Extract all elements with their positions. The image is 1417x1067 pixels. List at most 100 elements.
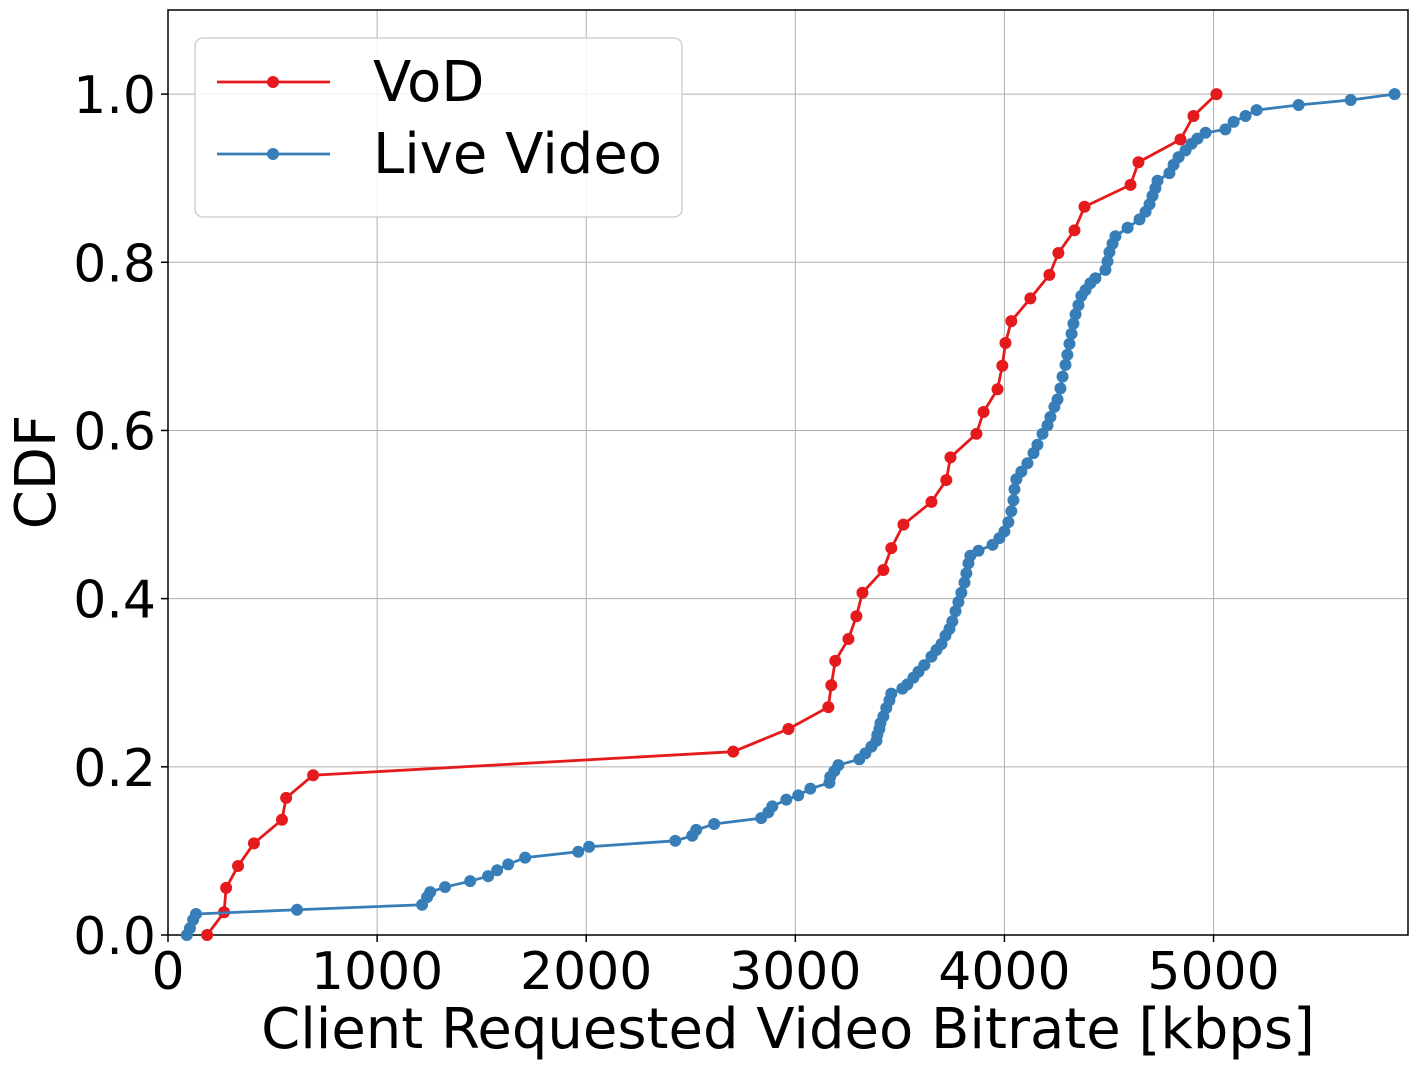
legend-label: VoD <box>373 50 484 115</box>
point <box>1121 221 1134 234</box>
point <box>804 782 817 795</box>
point <box>1344 93 1357 106</box>
point <box>1124 178 1137 191</box>
x-tick-label: 5000 <box>1147 942 1279 1002</box>
point <box>1008 483 1021 496</box>
point <box>1187 109 1200 122</box>
point <box>1015 465 1028 478</box>
x-tick-label: 0 <box>151 942 184 1002</box>
point <box>1056 370 1069 383</box>
point <box>1089 272 1102 285</box>
x-tick-label: 1000 <box>311 942 443 1002</box>
point <box>519 851 532 864</box>
legend-marker <box>267 76 279 88</box>
point <box>877 564 890 577</box>
point <box>1101 255 1114 268</box>
point <box>1052 247 1065 260</box>
point <box>970 427 983 440</box>
point <box>1239 109 1252 122</box>
point <box>1227 115 1240 128</box>
point <box>572 845 585 858</box>
point <box>1068 224 1081 237</box>
point <box>1043 268 1056 281</box>
y-tick-label: 0.0 <box>73 907 156 967</box>
point <box>424 886 437 899</box>
point <box>885 542 898 555</box>
y-tick-label: 0.4 <box>73 571 156 631</box>
point <box>708 818 721 830</box>
point <box>842 633 855 645</box>
point <box>977 405 990 418</box>
point <box>1061 348 1074 361</box>
point <box>1007 494 1020 507</box>
series-line <box>205 93 1218 936</box>
point <box>1072 299 1085 312</box>
point <box>190 907 203 920</box>
point <box>766 800 779 813</box>
point <box>727 745 740 758</box>
point <box>280 791 293 804</box>
y-tick-label: 0.6 <box>73 402 156 462</box>
point <box>669 834 682 847</box>
point <box>1051 393 1064 406</box>
point <box>502 858 515 871</box>
point <box>832 759 845 772</box>
point <box>991 383 1004 396</box>
point <box>1219 123 1232 136</box>
point <box>307 769 320 782</box>
point <box>955 586 968 599</box>
point <box>780 793 793 806</box>
point <box>822 701 835 714</box>
x-tick-label: 3000 <box>729 942 861 1002</box>
point <box>782 722 795 735</box>
point <box>850 610 863 623</box>
point <box>946 615 959 628</box>
point <box>829 654 842 667</box>
point <box>897 518 910 531</box>
point <box>960 567 973 580</box>
point <box>275 813 288 826</box>
y-tick-label: 0.2 <box>73 739 156 799</box>
point <box>1250 104 1263 117</box>
point <box>583 840 596 853</box>
point <box>1021 457 1034 470</box>
point <box>690 823 703 836</box>
point <box>1024 292 1037 305</box>
point <box>1005 315 1018 328</box>
point <box>1031 438 1044 451</box>
point <box>1005 505 1018 518</box>
point <box>958 576 971 589</box>
point <box>885 687 898 700</box>
point <box>949 605 962 618</box>
point <box>996 359 1009 372</box>
point <box>291 903 304 916</box>
legend-marker <box>267 148 279 160</box>
point <box>1388 88 1401 101</box>
point <box>952 596 965 608</box>
point <box>998 525 1011 538</box>
x-axis-label: Client Requested Video Bitrate [kbps] <box>261 997 1315 1062</box>
point <box>1292 99 1305 112</box>
point <box>220 881 233 894</box>
point <box>1069 308 1082 321</box>
point <box>1199 126 1212 139</box>
plot-frame <box>167 9 1409 936</box>
point <box>232 860 245 873</box>
point <box>491 864 504 877</box>
point <box>201 929 214 941</box>
point <box>925 495 938 508</box>
point <box>1063 337 1076 350</box>
point <box>1059 358 1072 371</box>
point <box>482 870 495 883</box>
point <box>247 837 260 850</box>
point <box>1067 317 1080 330</box>
point <box>1002 516 1015 529</box>
point <box>944 451 957 464</box>
point <box>1078 200 1091 213</box>
point <box>972 544 985 557</box>
point <box>1151 174 1164 187</box>
point <box>464 875 477 888</box>
y-tick-label: 1.0 <box>73 66 156 126</box>
point <box>918 659 931 672</box>
point <box>940 474 953 487</box>
